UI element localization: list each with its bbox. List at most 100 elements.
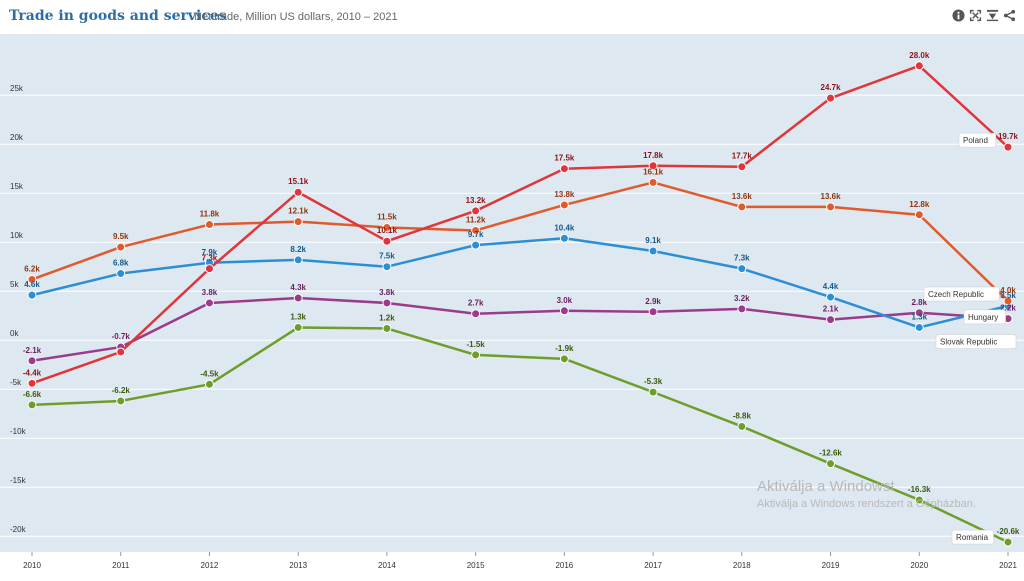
data-point-romania	[116, 396, 126, 406]
x-tick-label: 2019	[822, 561, 840, 570]
data-point-czech-republic	[826, 202, 836, 212]
x-tick-label: 2020	[910, 561, 928, 570]
data-point-hungary	[116, 269, 126, 279]
series-line-romania	[31, 326, 1009, 544]
data-label-poland: 17.8k	[643, 151, 664, 160]
fullscreen-icon[interactable]	[969, 9, 982, 22]
x-tick-label: 2013	[289, 561, 307, 570]
data-label-romania: -16.3k	[908, 485, 931, 494]
x-tick-label: 2017	[644, 561, 662, 570]
data-label-poland: 7.3k	[202, 254, 218, 263]
data-point-hungary	[27, 290, 37, 300]
data-label-czech-republic: 6.2k	[24, 264, 40, 273]
data-label-czech-republic: 13.6k	[732, 192, 753, 201]
data-point-romania	[27, 400, 37, 410]
series-name-label-czech-republic: Czech Republic	[928, 290, 984, 299]
data-label-romania: -6.2k	[112, 386, 131, 395]
data-label-romania: 1.2k	[379, 313, 395, 322]
data-point-hungary	[914, 322, 924, 332]
info-icon[interactable]	[952, 9, 965, 22]
series-line-czech-republic	[31, 181, 1009, 302]
data-label-czech-republic: 4.0k	[1000, 286, 1016, 295]
data-label-romania: -20.6k	[997, 527, 1020, 536]
series-name-label-romania: Romania	[956, 533, 989, 542]
windows-activation-watermark: Aktiválja a Windowst Aktiválja a Windows…	[757, 478, 976, 510]
chart-title: Trade in goods and services	[9, 8, 227, 24]
chart-header: Trade in goods and services Net trade, M…	[0, 0, 1024, 34]
x-tick-label: 2018	[733, 561, 751, 570]
data-label-czech-republic: 9.5k	[113, 232, 129, 241]
data-point-romania	[204, 379, 214, 389]
data-point-czech-republic	[116, 242, 126, 252]
data-label-czech-republic: 13.6k	[821, 192, 842, 201]
data-label-romania: -12.6k	[819, 449, 842, 458]
watermark-line-2: Aktiválja a Windows rendszert a Gépházba…	[757, 498, 976, 510]
data-label-romania: -4.5k	[200, 369, 219, 378]
data-point-czech-republic	[648, 177, 658, 187]
data-label-romania: -8.8k	[733, 411, 752, 420]
data-label-romania: -1.5k	[467, 340, 486, 349]
data-point-czech-republic	[204, 220, 214, 230]
y-tick-label: 15k	[10, 182, 24, 191]
data-point-poland	[826, 93, 836, 103]
data-label-czech-republic: 11.8k	[200, 210, 220, 219]
data-point-romania	[471, 350, 481, 360]
data-label-czech-republic: 11.5k	[377, 213, 397, 222]
series-line-slovak-republic	[31, 296, 1009, 363]
data-label-czech-republic: 11.2k	[466, 215, 486, 224]
data-point-poland	[914, 61, 924, 71]
x-tick-label: 2016	[555, 561, 573, 570]
data-label-slovak-republic: 2.2k	[1000, 304, 1016, 313]
data-label-poland: 19.7k	[998, 132, 1019, 141]
data-label-slovak-republic: 4.3k	[290, 283, 306, 292]
data-point-slovak-republic	[471, 309, 481, 319]
data-point-hungary	[648, 246, 658, 256]
data-label-poland: 17.7k	[732, 152, 753, 161]
data-label-romania: -6.6k	[23, 390, 42, 399]
data-point-czech-republic	[737, 202, 747, 212]
download-icon[interactable]	[986, 9, 999, 22]
data-point-hungary	[471, 240, 481, 250]
data-point-poland	[648, 161, 658, 171]
data-point-romania	[648, 387, 658, 397]
data-label-poland: 10.1k	[377, 226, 398, 235]
y-tick-label: 25k	[10, 84, 24, 93]
data-point-poland	[737, 162, 747, 172]
series-name-tag-slovak-republic	[935, 334, 1017, 349]
watermark-line-1: Aktiválja a Windowst	[757, 478, 895, 495]
data-label-slovak-republic: -2.1k	[23, 346, 42, 355]
data-point-hungary	[826, 292, 836, 302]
chart-toolbar	[952, 9, 1016, 22]
series-name-tag-romania	[951, 529, 994, 545]
data-label-hungary: 9.1k	[645, 236, 661, 245]
data-label-poland: 17.5k	[554, 154, 575, 163]
data-label-slovak-republic: 2.8k	[911, 298, 927, 307]
y-tick-label: 20k	[10, 133, 24, 142]
data-label-hungary: 7.9k	[202, 248, 218, 257]
series-name-label-poland: Poland	[963, 136, 988, 145]
data-point-poland	[116, 347, 126, 357]
data-point-hungary	[559, 233, 569, 243]
data-point-czech-republic	[382, 223, 392, 232]
data-point-poland	[1003, 142, 1013, 152]
data-label-romania: -5.3k	[644, 377, 663, 386]
data-point-slovak-republic	[204, 298, 214, 308]
data-point-poland	[382, 236, 392, 246]
series-name-tag-hungary	[963, 309, 1006, 325]
data-point-romania	[826, 459, 836, 469]
share-icon[interactable]	[1003, 9, 1016, 22]
chart-subtitle: Net trade, Million US dollars, 2010 – 20…	[194, 11, 398, 23]
data-label-hungary: 3.5k	[1000, 291, 1016, 300]
data-label-romania: 1.3k	[290, 312, 306, 321]
data-label-romania: -1.9k	[555, 344, 574, 353]
data-label-hungary: 7.3k	[734, 254, 750, 263]
data-label-hungary: 7.5k	[379, 252, 395, 261]
data-label-hungary: 4.4k	[823, 282, 839, 291]
data-point-slovak-republic	[914, 308, 924, 318]
data-point-slovak-republic	[737, 304, 747, 314]
data-label-slovak-republic: 3.0k	[557, 296, 573, 305]
y-tick-label: 10k	[10, 231, 24, 240]
series-line-hungary	[31, 237, 1009, 329]
x-tick-label: 2010	[23, 561, 41, 570]
y-tick-label: -15k	[10, 476, 27, 485]
